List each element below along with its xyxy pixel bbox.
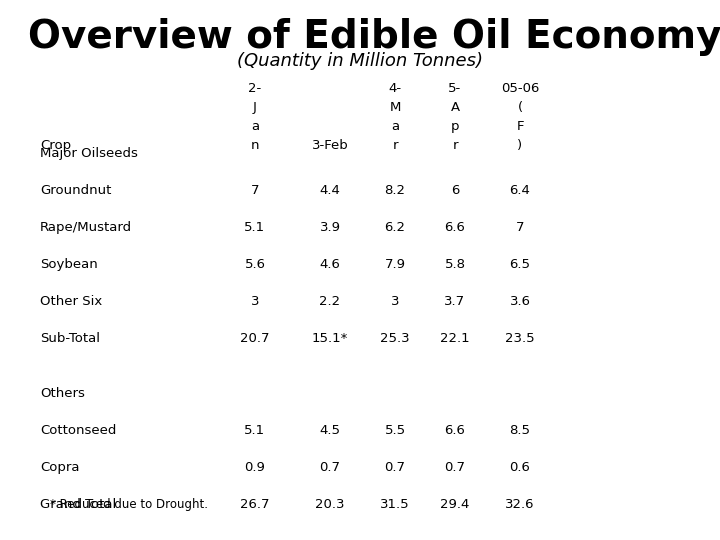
Text: 3: 3 [391,295,400,308]
Text: a: a [391,120,399,133]
Text: 5-: 5- [449,82,462,95]
Text: Soybean: Soybean [40,258,98,271]
Text: 15.1*: 15.1* [312,332,348,345]
Text: 20.3: 20.3 [315,498,345,511]
Text: 5.8: 5.8 [444,258,466,271]
Text: 23.5: 23.5 [505,332,535,345]
Text: 4.5: 4.5 [320,424,341,437]
Text: Groundnut: Groundnut [40,184,112,197]
Text: 2-: 2- [248,82,261,95]
Text: 20.7: 20.7 [240,332,270,345]
Text: a: a [251,120,259,133]
Text: M: M [390,101,401,114]
Text: 26.7: 26.7 [240,498,270,511]
Text: p: p [451,120,459,133]
Text: 5.1: 5.1 [244,424,266,437]
Text: Others: Others [40,387,85,400]
Text: 3.9: 3.9 [320,221,341,234]
Text: 3.6: 3.6 [510,295,531,308]
Text: 25.3: 25.3 [380,332,410,345]
Text: r: r [452,139,458,152]
Text: 6.2: 6.2 [384,221,405,234]
Text: 0.9: 0.9 [245,461,266,474]
Text: Major Oilseeds: Major Oilseeds [40,147,138,160]
Text: 6: 6 [451,184,459,197]
Text: 3.7: 3.7 [444,295,466,308]
Text: 7: 7 [251,184,259,197]
Text: (Quantity in Million Tonnes): (Quantity in Million Tonnes) [237,52,483,70]
Text: 5.6: 5.6 [245,258,266,271]
Text: 6.5: 6.5 [510,258,531,271]
Text: Rape/Mustard: Rape/Mustard [40,221,132,234]
Text: 22.1: 22.1 [440,332,470,345]
Text: 3-Feb: 3-Feb [312,139,348,152]
Text: 8.2: 8.2 [384,184,405,197]
Text: 6.6: 6.6 [444,221,465,234]
Text: 5.1: 5.1 [244,221,266,234]
Text: 8.5: 8.5 [510,424,531,437]
Text: 32.6: 32.6 [505,498,535,511]
Text: Other Six: Other Six [40,295,102,308]
Text: A: A [451,101,459,114]
Text: ): ) [518,139,523,152]
Text: 29.4: 29.4 [441,498,469,511]
Text: n: n [251,139,259,152]
Text: 6.6: 6.6 [444,424,465,437]
Text: 05-06: 05-06 [501,82,539,95]
Text: * Reduced due to Drought.: * Reduced due to Drought. [50,498,208,511]
Text: 0.6: 0.6 [510,461,531,474]
Text: J: J [253,101,257,114]
Text: Overview of Edible Oil Economy: Overview of Edible Oil Economy [28,18,720,56]
Text: 7.9: 7.9 [384,258,405,271]
Text: Crop: Crop [40,139,71,152]
Text: r: r [392,139,397,152]
Text: 4.6: 4.6 [320,258,341,271]
Text: 0.7: 0.7 [320,461,341,474]
Text: Grand Total: Grand Total [40,498,116,511]
Text: 0.7: 0.7 [384,461,405,474]
Text: 2.2: 2.2 [320,295,341,308]
Text: 3: 3 [251,295,259,308]
Text: 6.4: 6.4 [510,184,531,197]
Text: 31.5: 31.5 [380,498,410,511]
Text: 4-: 4- [388,82,402,95]
Text: Copra: Copra [40,461,79,474]
Text: 7: 7 [516,221,524,234]
Text: (: ( [518,101,523,114]
Text: Sub-Total: Sub-Total [40,332,100,345]
Text: 5.5: 5.5 [384,424,405,437]
Text: 0.7: 0.7 [444,461,466,474]
Text: 4.4: 4.4 [320,184,341,197]
Text: Cottonseed: Cottonseed [40,424,117,437]
Text: F: F [516,120,523,133]
